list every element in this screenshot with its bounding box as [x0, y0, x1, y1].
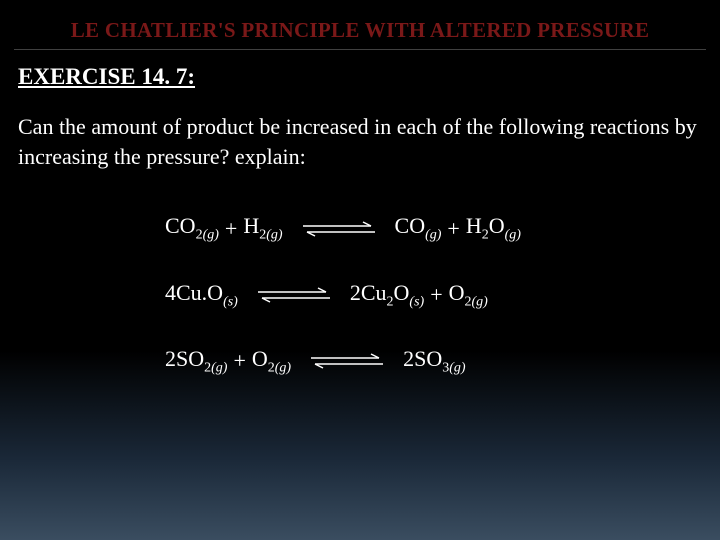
question-text: Can the amount of product be increased i… — [18, 112, 702, 171]
eq1-p2-state: (g) — [505, 228, 521, 243]
plus-sign: + — [225, 216, 237, 242]
equations-block: CO2(g) + H2(g) CO(g) + H2O(g) — [165, 213, 720, 376]
eq2-p1-main2: O — [394, 280, 410, 305]
eq1-p2-sub: 2 — [482, 228, 489, 243]
eq1-reactant-2: H2(g) — [243, 213, 282, 243]
eq3-r1-main: SO — [176, 346, 204, 371]
eq1-p1-main: CO — [395, 213, 426, 238]
eq1-product-1: CO(g) — [395, 213, 442, 243]
eq2-r1-state: (s) — [223, 294, 238, 309]
eq2-p2-state: (g) — [472, 294, 488, 309]
eq3-product-1: 2SO3(g) — [403, 346, 465, 376]
eq3-r2-sub: 2 — [268, 361, 275, 376]
plus-sign: + — [430, 282, 442, 308]
exercise-label: EXERCISE 14. 7: — [18, 64, 702, 90]
eq2-p1-sub: 2 — [387, 294, 394, 309]
eq3-reactant-2: O2(g) — [252, 346, 291, 376]
eq1-p1-state: (g) — [425, 228, 441, 243]
slide-title: LE CHATLIER'S PRINCIPLE WITH ALTERED PRE… — [14, 0, 706, 50]
eq2-p2-sub: 2 — [465, 294, 472, 309]
eq1-r1-sub: 2 — [196, 228, 203, 243]
equilibrium-arrow-icon — [301, 220, 377, 238]
eq3-r1-coef: 2 — [165, 346, 176, 371]
equation-3: 2SO2(g) + O2(g) 2SO3(g) — [165, 346, 720, 376]
equation-2: 4Cu.O(s) 2Cu2O(s) + O2(g) — [165, 280, 720, 310]
eq2-r1-main: Cu.O — [176, 280, 223, 305]
eq1-product-2: H2O(g) — [466, 213, 521, 243]
eq1-r2-state: (g) — [266, 228, 282, 243]
eq2-reactant-1: 4Cu.O(s) — [165, 280, 238, 310]
eq2-p1-state: (s) — [409, 294, 424, 309]
plus-sign: + — [447, 216, 459, 242]
eq3-p1-main: SO — [414, 346, 442, 371]
eq2-product-2: O2(g) — [449, 280, 488, 310]
equilibrium-arrow-icon — [309, 352, 385, 370]
equilibrium-arrow-icon — [256, 286, 332, 304]
eq1-p2-main: H — [466, 213, 482, 238]
eq2-product-1: 2Cu2O(s) — [350, 280, 424, 310]
eq1-p2-main2: O — [489, 213, 505, 238]
eq3-reactant-1: 2SO2(g) — [165, 346, 227, 376]
eq3-r2-state: (g) — [275, 361, 291, 376]
plus-sign: + — [233, 348, 245, 374]
eq3-p1-state: (g) — [449, 361, 465, 376]
eq2-p2-main: O — [449, 280, 465, 305]
eq2-p1-coef: 2 — [350, 280, 361, 305]
eq3-r2-main: O — [252, 346, 268, 371]
eq1-r1-state: (g) — [203, 228, 219, 243]
eq1-r1-main: CO — [165, 213, 196, 238]
eq2-p1-main: Cu — [361, 280, 387, 305]
eq1-reactant-1: CO2(g) — [165, 213, 219, 243]
eq3-r1-state: (g) — [211, 361, 227, 376]
equation-1: CO2(g) + H2(g) CO(g) + H2O(g) — [165, 213, 720, 243]
slide: LE CHATLIER'S PRINCIPLE WITH ALTERED PRE… — [0, 0, 720, 540]
eq1-r2-main: H — [243, 213, 259, 238]
eq2-r1-coef: 4 — [165, 280, 176, 305]
eq3-p1-coef: 2 — [403, 346, 414, 371]
